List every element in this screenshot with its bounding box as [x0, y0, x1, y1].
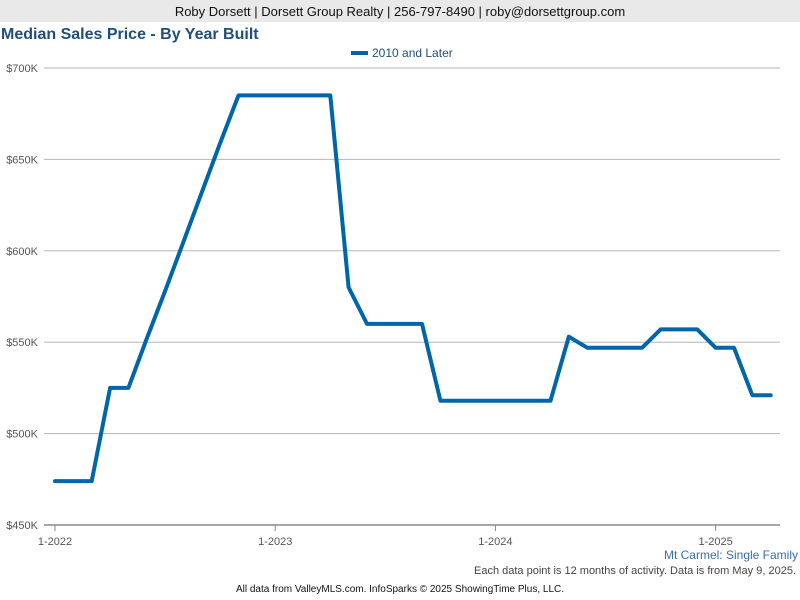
x-tick-label: 1-2022 — [38, 536, 72, 548]
legend-label: 2010 and Later — [372, 46, 453, 60]
y-tick-label: $500K — [6, 429, 38, 441]
y-tick-label: $550K — [6, 337, 38, 349]
x-tick-label: 1-2023 — [258, 536, 292, 548]
x-tick-label: 1-2025 — [698, 536, 732, 548]
source-footer: All data from ValleyMLS.com. InfoSparks … — [235, 584, 565, 595]
y-tick-label: $600K — [6, 246, 38, 258]
y-tick-label: $650K — [6, 154, 38, 166]
y-tick-label: $700K — [6, 63, 38, 75]
chart-legend: 2010 and Later — [351, 46, 453, 60]
agent-contact-text: Roby Dorsett | Dorsett Group Realty | 25… — [174, 3, 626, 19]
series-line — [53, 93, 773, 484]
agent-contact-bar: Roby Dorsett | Dorsett Group Realty | 25… — [0, 0, 800, 22]
region-label: Mt Carmel: Single Family — [663, 548, 798, 562]
x-tick-label: 1-2024 — [478, 536, 512, 548]
chart-title: Median Sales Price - By Year Built — [1, 26, 259, 43]
data-note: Each data point is 12 months of activity… — [473, 565, 796, 577]
legend-swatch — [351, 51, 368, 55]
y-tick-label: $450K — [6, 520, 38, 532]
